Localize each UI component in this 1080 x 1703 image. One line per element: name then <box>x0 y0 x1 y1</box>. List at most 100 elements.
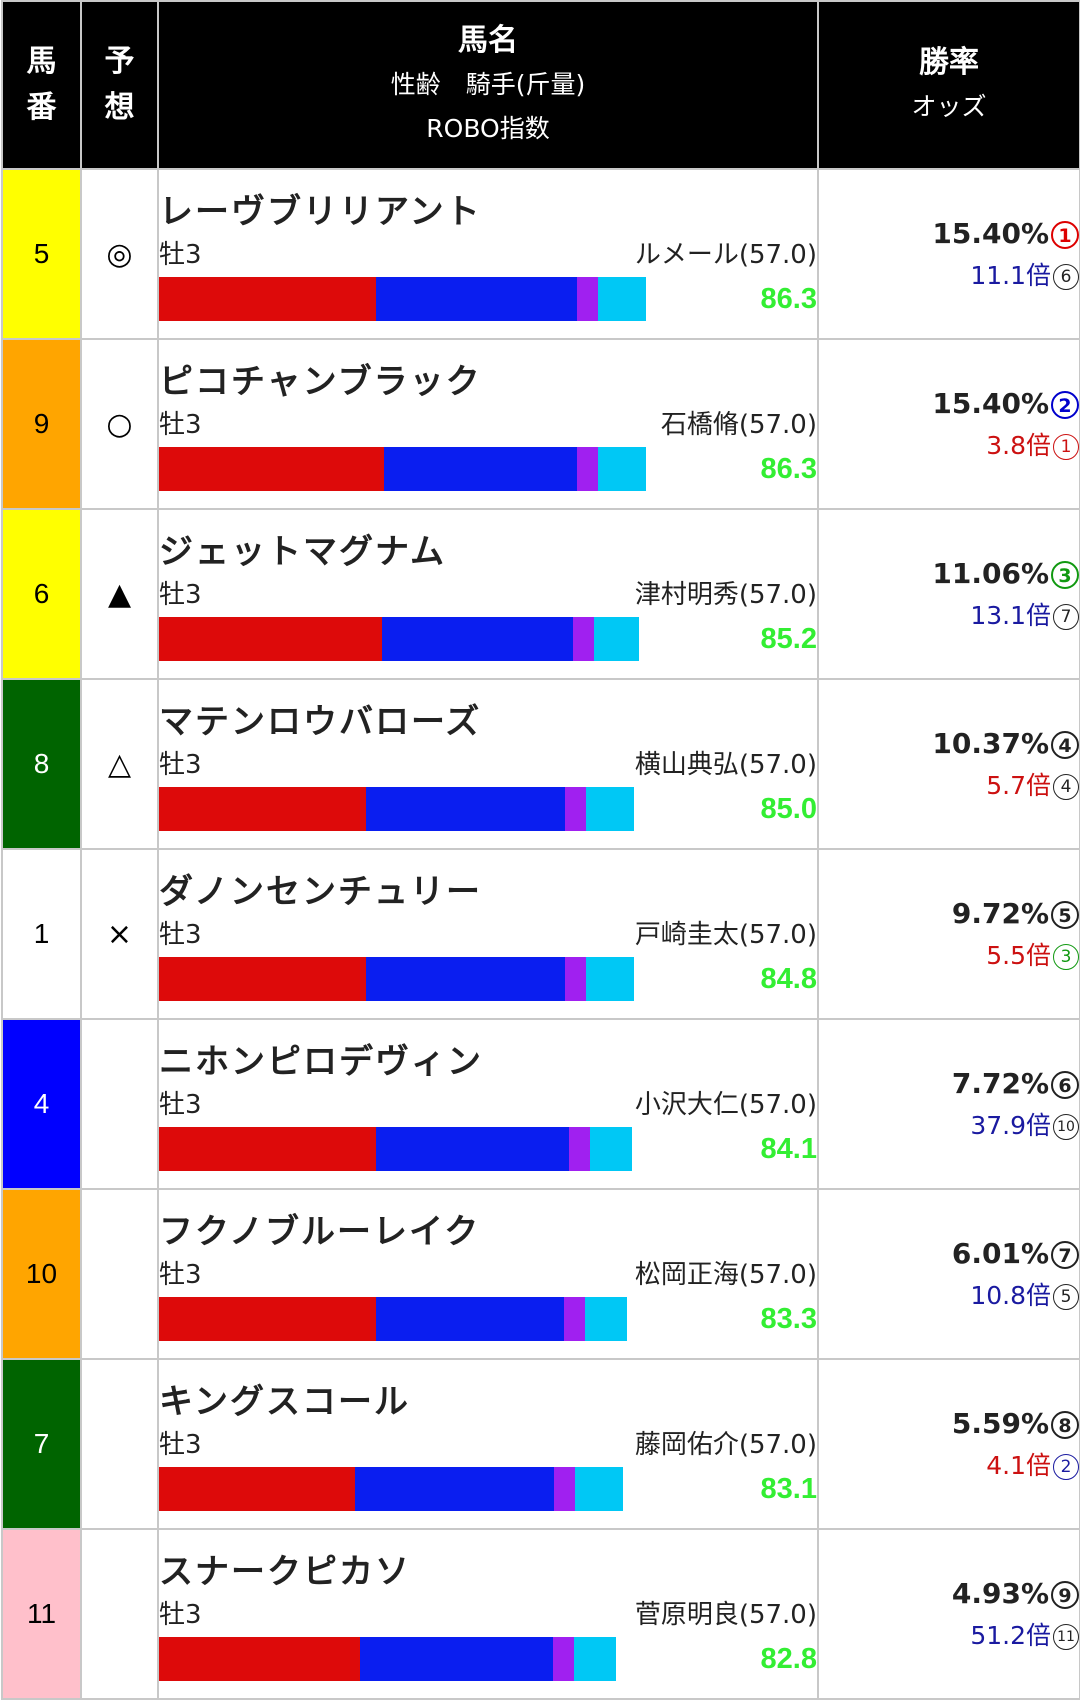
sex-age: 牡3 <box>159 750 202 780</box>
prediction-mark: × <box>106 916 133 952</box>
robo-bar-segment-2 <box>376 1297 564 1341</box>
sex-age: 牡3 <box>159 1090 202 1120</box>
horse-row[interactable]: 4 ニホンピロデヴィン 牡3 小沢大仁(57.0) 84.1 7.72% 6 37… <box>1 1018 1080 1190</box>
win-rate: 15.40% <box>932 387 1049 420</box>
horse-row[interactable]: 7 キングスコール 牡3 藤岡佑介(57.0) 83.1 5.59% 8 4.1倍… <box>1 1358 1080 1530</box>
robo-bar-segment-1 <box>159 277 376 321</box>
horse-name[interactable]: スナークピカソ <box>159 1552 411 1592</box>
win-rate-rank: 3 <box>1051 561 1079 589</box>
prediction-cell: ○ <box>80 338 159 510</box>
robo-bar-segment-4 <box>598 447 646 491</box>
horse-name[interactable]: ニホンピロデヴィン <box>159 1042 483 1082</box>
robo-index-bar <box>159 447 689 491</box>
win-rate: 7.72% <box>951 1067 1049 1100</box>
horse-number: 10 <box>25 1258 58 1289</box>
horse-row[interactable]: 8 △ マテンロウバローズ 牡3 横山典弘(57.0) 85.0 10.37% 4… <box>1 678 1080 850</box>
horse-row[interactable]: 6 ▲ ジェットマグナム 牡3 津村明秀(57.0) 85.2 11.06% 3 … <box>1 508 1080 680</box>
robo-bar-segment-2 <box>360 1637 553 1681</box>
horse-number-cell: 11 <box>1 1528 82 1700</box>
horse-info-cell: ピコチャンブラック 牡3 石橋脩(57.0) 86.3 <box>157 338 819 510</box>
odds: 3.8倍 <box>986 431 1051 460</box>
prediction-cell: ◎ <box>80 168 159 340</box>
win-rate: 15.40% <box>932 217 1049 250</box>
horse-row[interactable]: 5 ◎ レーヴブリリアント 牡3 ルメール(57.0) 86.3 15.40% 1… <box>1 168 1080 340</box>
header-robo-index: ROBO指数 <box>426 114 550 143</box>
win-rate-rank: 1 <box>1051 221 1079 249</box>
win-rate-cell: 10.37% 4 5.7倍 4 <box>817 678 1080 850</box>
header-prediction-line1: 予 <box>104 44 135 79</box>
robo-bar-segment-3 <box>565 787 586 831</box>
horse-name[interactable]: ダノンセンチュリー <box>159 872 482 912</box>
horse-number-cell: 6 <box>1 508 82 680</box>
odds: 10.8倍 <box>970 1281 1051 1310</box>
prediction-cell: △ <box>80 678 159 850</box>
robo-index-score: 85.0 <box>760 792 817 825</box>
robo-bar-segment-1 <box>159 787 366 831</box>
header-row: 馬 番 予 想 馬名 性齢 騎手(斤量) ROBO指数 勝率 オッズ <box>1 0 1080 170</box>
horse-info-cell: フクノブルーレイク 牡3 松岡正海(57.0) 83.3 <box>157 1188 819 1360</box>
header-horse-number-line2: 番 <box>26 90 57 125</box>
header-odds-label: オッズ <box>911 92 987 121</box>
robo-index-score: 84.1 <box>760 1132 817 1165</box>
robo-index-score: 82.8 <box>760 1642 817 1675</box>
horse-name[interactable]: キングスコール <box>159 1382 410 1422</box>
win-rate: 9.72% <box>951 897 1049 930</box>
horse-row[interactable]: 9 ○ ピコチャンブラック 牡3 石橋脩(57.0) 86.3 15.40% 2 … <box>1 338 1080 510</box>
prediction-mark: ○ <box>106 406 133 442</box>
horse-number-cell: 7 <box>1 1358 82 1530</box>
jockey-weight: 津村明秀(57.0) <box>634 580 817 610</box>
robo-index-score: 86.3 <box>760 452 817 485</box>
jockey-weight: 小沢大仁(57.0) <box>634 1090 817 1120</box>
horse-number-cell: 5 <box>1 168 82 340</box>
robo-bar-segment-4 <box>575 1467 623 1511</box>
odds-rank: 7 <box>1053 604 1079 630</box>
horse-number-cell: 10 <box>1 1188 82 1360</box>
win-rate-cell: 4.93% 9 51.2倍 11 <box>817 1528 1080 1700</box>
horse-number: 5 <box>33 238 50 269</box>
horse-info-cell: レーヴブリリアント 牡3 ルメール(57.0) 86.3 <box>157 168 819 340</box>
horse-info-cell: キングスコール 牡3 藤岡佑介(57.0) 83.1 <box>157 1358 819 1530</box>
robo-bar-segment-3 <box>577 447 598 491</box>
horse-name[interactable]: レーヴブリリアント <box>159 192 482 232</box>
horse-name[interactable]: ジェットマグナム <box>159 532 446 572</box>
odds-rank: 4 <box>1053 774 1079 800</box>
jockey-weight: 藤岡佑介(57.0) <box>634 1430 817 1460</box>
robo-bar-segment-2 <box>355 1467 554 1511</box>
robo-bar-segment-1 <box>159 1467 355 1511</box>
robo-index-score: 83.1 <box>760 1472 817 1505</box>
horse-row[interactable]: 11 スナークピカソ 牡3 菅原明良(57.0) 82.8 4.93% 9 51.… <box>1 1528 1080 1700</box>
horse-number: 1 <box>33 918 50 949</box>
horse-number: 4 <box>33 1088 50 1119</box>
odds: 37.9倍 <box>970 1111 1051 1140</box>
robo-bar-segment-2 <box>382 617 573 661</box>
header-win-rate-label: 勝率 <box>919 45 979 80</box>
odds-rank: 5 <box>1053 1284 1079 1310</box>
odds: 13.1倍 <box>970 601 1051 630</box>
horse-name[interactable]: マテンロウバローズ <box>159 702 482 742</box>
horse-name[interactable]: フクノブルーレイク <box>159 1212 481 1252</box>
odds-rank: 1 <box>1053 434 1079 460</box>
jockey-weight: 石橋脩(57.0) <box>660 410 817 440</box>
prediction-cell: ▲ <box>80 508 159 680</box>
jockey-weight: 菅原明良(57.0) <box>634 1600 817 1630</box>
robo-bar-segment-4 <box>574 1637 616 1681</box>
robo-bar-segment-1 <box>159 1297 376 1341</box>
odds: 51.2倍 <box>970 1621 1051 1650</box>
prediction-cell <box>80 1188 159 1360</box>
robo-bar-segment-2 <box>384 447 577 491</box>
horse-number-cell: 1 <box>1 848 82 1020</box>
win-rate: 11.06% <box>932 557 1049 590</box>
sex-age: 牡3 <box>159 1260 202 1290</box>
win-rate-rank: 6 <box>1051 1071 1079 1099</box>
robo-index-score: 83.3 <box>760 1302 817 1335</box>
horse-number: 7 <box>33 1428 50 1459</box>
horse-name[interactable]: ピコチャンブラック <box>159 362 482 402</box>
horse-row[interactable]: 1 × ダノンセンチュリー 牡3 戸崎圭太(57.0) 84.8 9.72% 5 … <box>1 848 1080 1020</box>
robo-bar-segment-3 <box>553 1637 574 1681</box>
sex-age: 牡3 <box>159 1430 202 1460</box>
horse-row[interactable]: 10 フクノブルーレイク 牡3 松岡正海(57.0) 83.3 6.01% 7 1… <box>1 1188 1080 1360</box>
robo-bar-segment-4 <box>586 787 634 831</box>
robo-index-score: 85.2 <box>760 622 817 655</box>
horse-number: 6 <box>33 578 50 609</box>
horse-info-cell: ダノンセンチュリー 牡3 戸崎圭太(57.0) 84.8 <box>157 848 819 1020</box>
